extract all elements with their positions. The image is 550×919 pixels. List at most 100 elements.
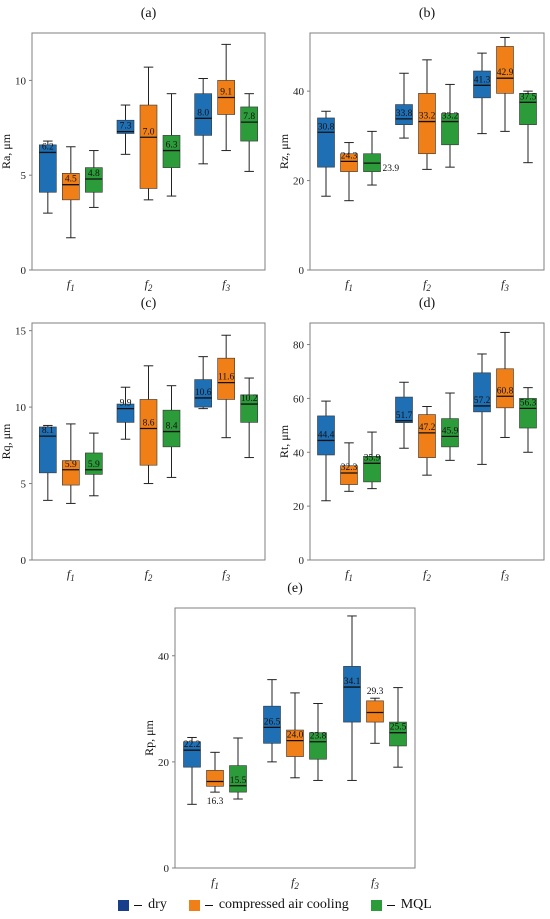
panel-title: (d): [419, 296, 436, 311]
x-tick-label-f1: f1: [345, 567, 353, 583]
x-tick-label-f2: f2: [145, 567, 153, 583]
y-tick-label: 40: [293, 86, 305, 98]
data-label: 10.6: [195, 388, 212, 398]
legend-line-compressed-air: [204, 904, 213, 906]
box-dry-f3: 34.1: [343, 615, 361, 781]
box-mql-f2: 23.8: [309, 703, 327, 781]
box-iqr: [85, 167, 103, 193]
legend-label-compressed-air: compressed air cooling: [218, 897, 349, 912]
data-label: 15.5: [230, 776, 247, 786]
data-label: 8.6: [143, 419, 155, 429]
chart-panel-b: (b) 0 20 40 Rz, μm f1 30.8 24.3 23.9 f2 33.8 33.2 33…: [277, 6, 545, 293]
box-compressed-air-f1: 5.9: [62, 423, 80, 504]
box-mql-f3: 10.2: [240, 377, 258, 459]
y-tick-label: 10: [15, 75, 27, 87]
box-dry-f2: 51.7: [395, 381, 413, 449]
chart-panel-a: (a) 0 5 10 Ra, μm f1 6.2 4.5 4.8 f2 7.3 7.0 6.3 f3 8.0…: [0, 6, 266, 293]
plot-frame: [309, 32, 545, 271]
x-tick-label-f1: f1: [211, 875, 219, 891]
box-iqr: [85, 452, 103, 475]
chart-panel-c: (c) 0 5 10 15 Rq, μm f1 8.1 5.9 5.9 f2 9.9 8.6 8.4 f3 1…: [0, 296, 266, 583]
legend-item-dry: dry: [118, 897, 167, 913]
box-compressed-air-f3: 11.6: [217, 334, 235, 439]
box-iqr: [473, 70, 491, 99]
box-iqr: [519, 93, 537, 125]
data-label: 4.5: [65, 175, 77, 185]
x-tick-label-f2: f2: [291, 875, 299, 891]
y-tick-label: 15: [15, 326, 27, 338]
legend: dry compressed air cooling MQL: [0, 894, 550, 916]
y-tick-label: 0: [299, 265, 305, 277]
legend-label-mql: MQL: [400, 897, 432, 912]
data-label: 33.2: [442, 112, 459, 122]
y-tick-label: 20: [158, 757, 170, 769]
box-iqr: [317, 415, 335, 456]
data-label: 32.3: [341, 463, 358, 473]
chart-panel-e: (e) 0 20 40 Rp, μm f1 22.2 16.3 15.5 f2 26.5 24.0 23…: [142, 581, 416, 891]
box-mql-f2: 45.9: [441, 392, 459, 461]
box-iqr: [317, 117, 335, 168]
box-mql-f1: 5.9: [85, 432, 103, 497]
box-iqr: [194, 379, 212, 408]
box-iqr: [263, 705, 281, 744]
box-iqr: [473, 372, 491, 413]
box-mql-f3: 56.3: [519, 387, 537, 453]
data-label: 51.7: [396, 411, 413, 421]
panel-title: (c): [141, 296, 157, 311]
box-iqr: [139, 104, 158, 189]
data-label: 9.9: [120, 399, 132, 409]
box-compressed-air-f2: 8.6: [139, 365, 158, 485]
x-tick-label-f3: f3: [501, 567, 509, 583]
box-iqr: [496, 46, 514, 94]
data-label: 24.0: [287, 731, 304, 741]
box-iqr: [240, 106, 258, 142]
box-iqr: [39, 426, 57, 474]
box-iqr: [340, 465, 358, 485]
y-tick-label: 5: [21, 479, 27, 491]
legend-swatch-dry: [118, 899, 130, 911]
box-compressed-air-f3: 60.8: [496, 331, 514, 438]
box-compressed-air-f1: 4.5: [62, 146, 80, 239]
legend-item-mql: MQL: [370, 897, 432, 913]
data-label: 57.2: [474, 396, 491, 406]
box-compressed-air-f3: 42.9: [496, 36, 514, 132]
y-axis-label: Ra, μm: [0, 133, 13, 169]
box-iqr: [441, 418, 459, 448]
box-mql-f1: 4.8: [85, 150, 103, 208]
plot-frame: [309, 322, 545, 561]
data-label: 16.3: [207, 797, 224, 807]
box-iqr: [194, 93, 212, 136]
box-dry-f2: 33.8: [395, 72, 413, 139]
box-iqr: [343, 666, 361, 723]
legend-line-mql: [386, 904, 395, 906]
y-tick-label: 0: [21, 265, 27, 277]
x-tick-label-f2: f2: [423, 567, 431, 583]
x-tick-label-f1: f1: [67, 277, 75, 293]
y-tick-label: 0: [299, 555, 305, 567]
box-compressed-air-f2: 7.0: [139, 66, 158, 201]
box-compressed-air-f1: 24.3: [340, 142, 358, 202]
box-compressed-air-f2: 24.0: [286, 692, 304, 779]
box-iqr: [206, 770, 224, 787]
data-label: 42.9: [497, 68, 514, 78]
box-mql-f1: 15.5: [229, 737, 247, 800]
x-tick-label-f3: f3: [222, 277, 230, 293]
y-tick-label: 40: [293, 447, 305, 459]
data-label: 56.3: [520, 398, 537, 408]
x-tick-label-f1: f1: [345, 277, 353, 293]
legend-line-dry: [134, 904, 143, 906]
x-tick-label-f3: f3: [222, 567, 230, 583]
box-iqr: [286, 729, 304, 757]
box-iqr: [162, 135, 181, 168]
box-mql-f3: 25.5: [389, 687, 407, 768]
x-tick-label-f2: f2: [145, 277, 153, 293]
box-dry-f2: 26.5: [263, 679, 281, 763]
x-tick-label-f1: f1: [67, 567, 75, 583]
box-iqr: [62, 173, 80, 201]
data-label: 23.8: [310, 732, 327, 742]
box-iqr: [240, 394, 258, 423]
box-iqr: [116, 119, 135, 134]
box-iqr: [309, 732, 327, 760]
data-label: 8.4: [166, 422, 178, 432]
x-tick-label-f3: f3: [371, 875, 379, 891]
